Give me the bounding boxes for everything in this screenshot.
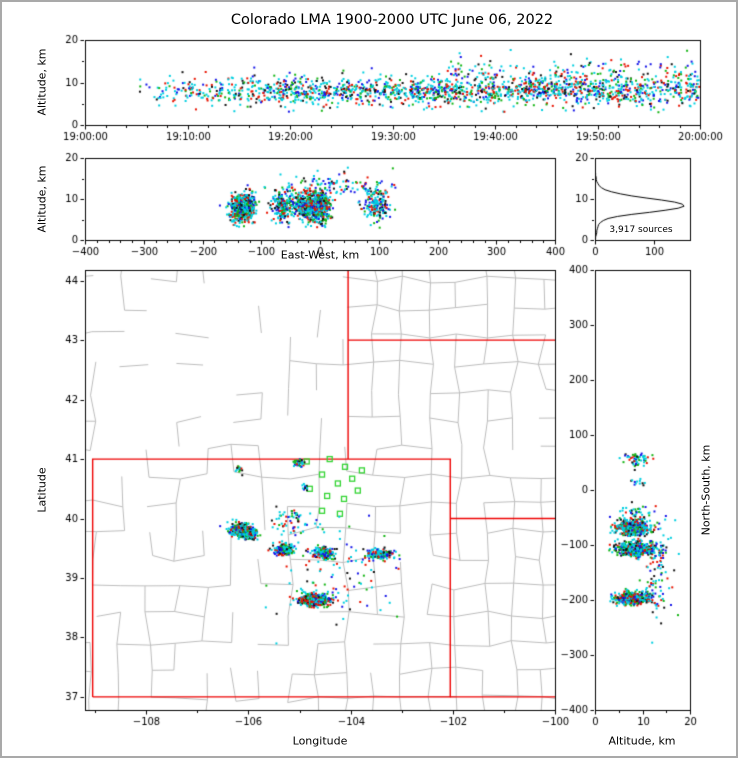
ns-panel-ylabel: North-South, km xyxy=(699,444,713,536)
ew-panel-ylabel: Altitude, km xyxy=(35,165,49,233)
sources-count-label: 3,917 sources xyxy=(609,225,673,235)
map-ylabel: Latitude xyxy=(35,467,49,513)
ew-panel-xlabel: East-West, km xyxy=(280,248,360,262)
map-xlabel: Longitude xyxy=(292,734,348,748)
figure-title: Colorado LMA 1900-2000 UTC June 06, 2022 xyxy=(230,12,554,28)
time-panel-ylabel: Altitude, km xyxy=(35,48,49,116)
ns-panel-xlabel: Altitude, km xyxy=(608,734,676,748)
